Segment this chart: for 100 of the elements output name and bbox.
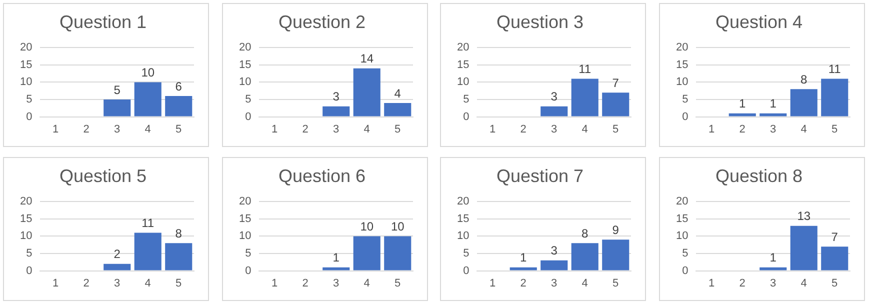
- data-label: 6: [175, 79, 182, 94]
- x-tick-label: 1: [490, 277, 496, 290]
- x-tick-label: 2: [520, 277, 526, 290]
- bar: [510, 267, 537, 270]
- data-label: 3: [550, 90, 558, 104]
- bar: [104, 100, 131, 116]
- data-label: 11: [142, 216, 154, 230]
- bar: [384, 102, 411, 116]
- y-tick-label: 15: [238, 58, 251, 71]
- y-tick-label: 20: [456, 42, 470, 54]
- x-tick-label: 1: [490, 123, 496, 136]
- x-tick-label: 3: [770, 277, 776, 290]
- y-tick-label: 0: [682, 110, 688, 123]
- bar: [540, 106, 568, 116]
- x-tick-label: 4: [363, 277, 370, 290]
- y-tick-label: 5: [463, 94, 470, 106]
- x-tick-label: 5: [394, 123, 400, 136]
- bar: [104, 264, 131, 270]
- x-tick-label: 3: [114, 277, 120, 290]
- x-tick-label: 5: [831, 123, 838, 136]
- data-label: 8: [582, 226, 589, 240]
- bar: [165, 243, 192, 270]
- x-tick-label: 2: [302, 123, 308, 136]
- y-tick-label: 10: [238, 76, 251, 88]
- y-tick-label: 0: [244, 110, 251, 123]
- x-tick-label: 5: [176, 123, 182, 136]
- bar: [728, 113, 756, 116]
- y-tick-label: 20: [20, 196, 32, 208]
- bar: [352, 68, 380, 116]
- y-tick-label: 15: [675, 212, 688, 225]
- bar: [134, 82, 162, 116]
- bar: [820, 78, 848, 116]
- x-tick-label: 1: [271, 123, 278, 136]
- x-tick-label: 2: [738, 123, 745, 136]
- x-tick-label: 1: [708, 277, 714, 290]
- data-label: 10: [141, 66, 155, 80]
- data-label: 9: [612, 222, 620, 237]
- x-tick-label: 4: [582, 123, 588, 136]
- x-tick-label: 2: [738, 277, 745, 290]
- data-label: 10: [390, 220, 404, 234]
- x-tick-label: 4: [144, 277, 151, 290]
- data-label: 1: [769, 96, 776, 111]
- y-tick-label: 10: [675, 76, 688, 88]
- x-tick-label: 3: [770, 123, 776, 136]
- y-tick-label: 10: [456, 230, 470, 242]
- chart-title: Question 1: [59, 12, 147, 32]
- bar: [165, 96, 192, 116]
- x-tick-label: 4: [800, 123, 806, 136]
- y-tick-label: 10: [20, 230, 32, 242]
- bar: [602, 92, 630, 116]
- y-tick-label: 10: [20, 76, 32, 88]
- bar: [759, 267, 786, 270]
- x-tick-label: 2: [302, 277, 308, 290]
- y-tick-label: 10: [456, 76, 470, 88]
- data-label: 4: [394, 86, 401, 100]
- data-label: 1: [520, 250, 528, 265]
- y-tick-label: 20: [456, 196, 470, 208]
- x-tick-label: 5: [176, 277, 182, 290]
- bar: [540, 260, 568, 270]
- y-tick-label: 20: [675, 196, 688, 208]
- y-tick-label: 0: [244, 264, 251, 277]
- data-label: 11: [578, 62, 592, 76]
- y-tick-label: 15: [456, 212, 470, 225]
- y-tick-label: 0: [26, 110, 32, 123]
- data-label: 2: [114, 247, 121, 262]
- y-tick-label: 15: [20, 58, 32, 71]
- x-tick-label: 5: [612, 277, 619, 290]
- y-tick-label: 15: [675, 58, 688, 71]
- data-label: 13: [796, 209, 810, 224]
- x-tick-label: 3: [332, 277, 339, 290]
- x-tick-label: 1: [52, 123, 59, 136]
- data-label: 8: [175, 226, 182, 240]
- y-tick-label: 0: [463, 264, 470, 277]
- bar: [322, 106, 350, 116]
- x-tick-label: 5: [831, 277, 838, 290]
- x-tick-label: 3: [551, 123, 558, 136]
- y-tick-label: 0: [463, 110, 470, 123]
- y-tick-label: 5: [463, 248, 470, 260]
- data-label: 3: [332, 90, 340, 104]
- y-tick-label: 20: [238, 42, 251, 54]
- x-tick-label: 1: [271, 277, 278, 290]
- chart-title: Question 8: [714, 166, 802, 186]
- x-tick-label: 4: [144, 123, 151, 136]
- x-tick-label: 3: [114, 123, 120, 136]
- chart-title: Question 2: [278, 12, 366, 32]
- data-label: 7: [612, 76, 620, 90]
- bar: [790, 89, 817, 116]
- data-label: 11: [828, 62, 841, 76]
- y-tick-label: 15: [456, 58, 470, 71]
- data-label: 1: [332, 250, 340, 265]
- y-tick-label: 10: [675, 230, 688, 242]
- x-tick-label: 5: [394, 277, 400, 290]
- chart-title: Question 3: [496, 12, 584, 32]
- y-tick-label: 15: [238, 212, 251, 225]
- y-tick-label: 5: [244, 248, 251, 260]
- y-tick-label: 20: [675, 42, 688, 54]
- chart-title: Question 5: [59, 166, 147, 186]
- y-tick-label: 15: [20, 212, 32, 225]
- x-tick-label: 5: [612, 123, 619, 136]
- y-tick-label: 5: [682, 94, 688, 106]
